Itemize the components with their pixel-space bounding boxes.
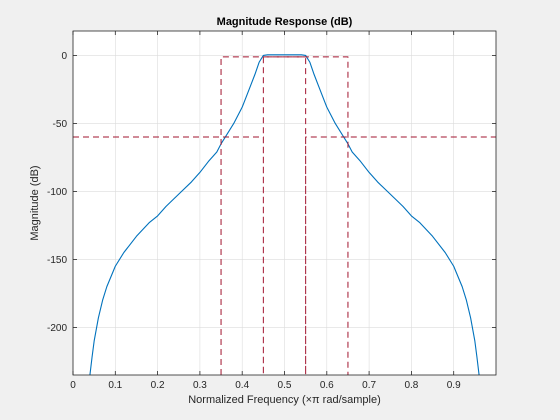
series-line-0 (89, 54, 480, 375)
y-axis-label: Magnitude (dB) (29, 165, 41, 240)
chart-title: Magnitude Response (dB) (217, 16, 353, 28)
y-tick-label: 0 (61, 51, 67, 62)
grid (72, 31, 496, 375)
y-tick-label: -100 (47, 187, 67, 198)
plot-area (73, 54, 496, 375)
x-tick-label: 0.2 (151, 380, 165, 391)
x-tick-label: 0.8 (404, 380, 418, 391)
x-tick-label: 0.3 (193, 380, 207, 391)
series-line-2 (220, 56, 349, 375)
y-tick-label: -50 (53, 119, 68, 130)
x-tick-label: 0.6 (320, 380, 334, 391)
y-tick-label: -150 (47, 255, 67, 266)
x-tick-label: 0.5 (278, 380, 292, 391)
ticks: 0 0.1 0.2 0.3 0.4 0.5 0.6 0.7 0.8 0.9 0 -50 -100 -150… (47, 31, 496, 391)
x-axis-label: Normalized Frequency (×π rad/sample) (188, 394, 381, 406)
x-tick-label: 0.7 (362, 380, 376, 391)
x-tick-label: 0 (70, 380, 76, 391)
x-tick-label: 0.4 (235, 380, 249, 391)
series-line-1 (73, 56, 496, 375)
x-tick-label: 0.1 (108, 380, 122, 391)
y-tick-label: -200 (47, 323, 67, 334)
x-tick-label: 0.9 (447, 380, 461, 391)
